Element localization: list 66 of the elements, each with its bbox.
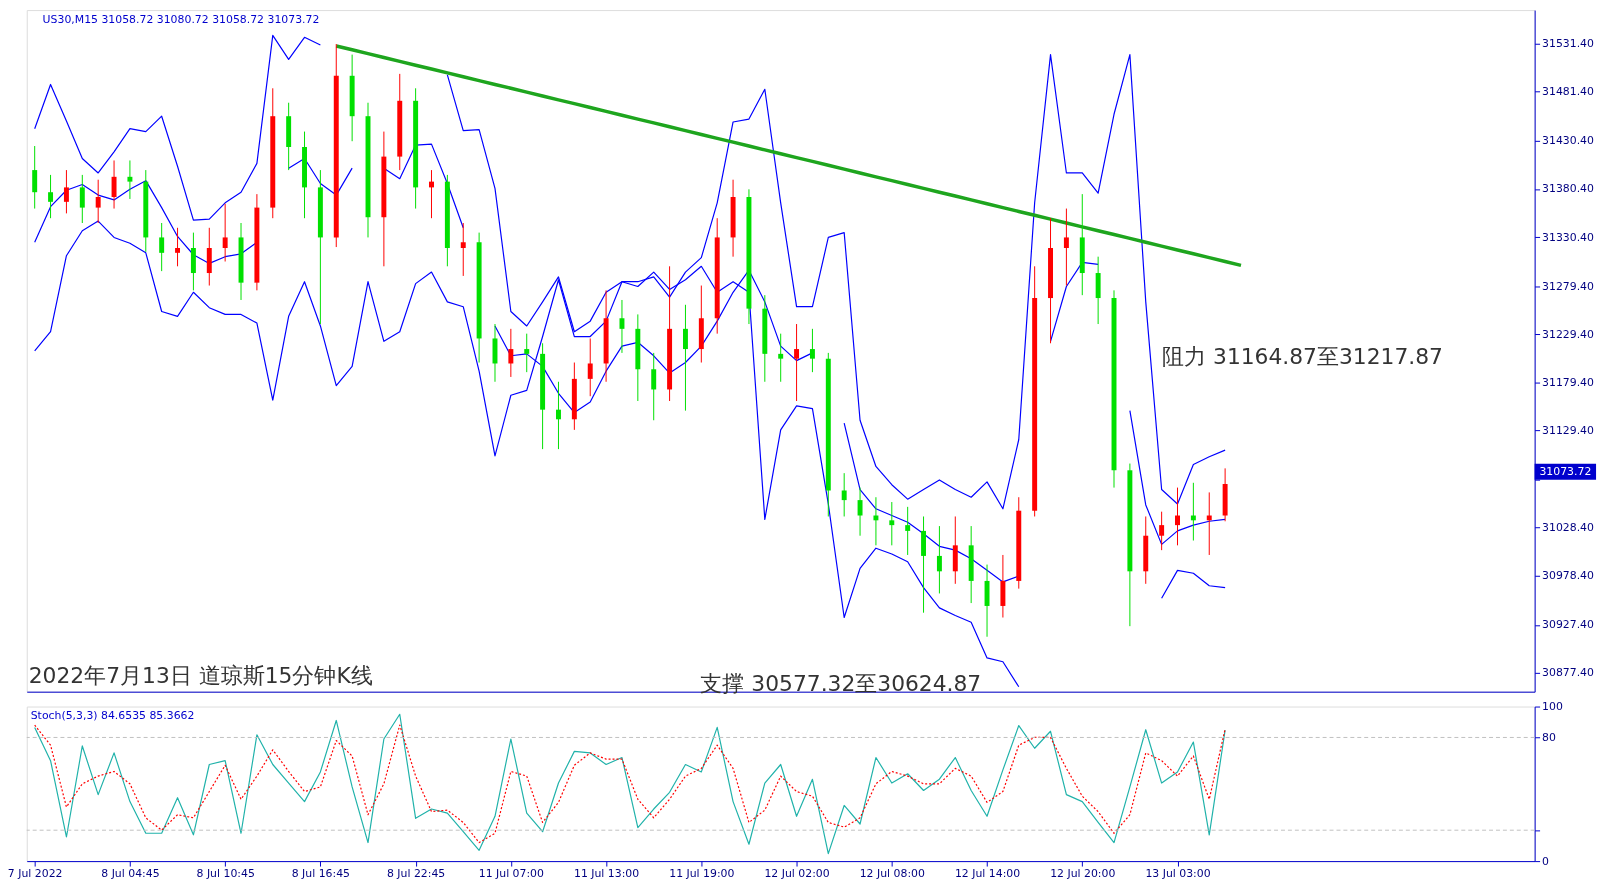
y-tick-label: 31229.40 — [1542, 327, 1595, 341]
candlestick — [175, 227, 181, 267]
x-tick-label: 8 Jul 10:45 — [196, 867, 255, 881]
candlestick — [1175, 487, 1180, 546]
y-tick-label: 100 — [1542, 700, 1563, 714]
y-tick-label: 31380.40 — [1542, 182, 1595, 196]
y-tick-label: 31179.40 — [1542, 375, 1595, 389]
x-tick-label: 8 Jul 04:45 — [101, 867, 160, 881]
candlestick — [587, 337, 593, 397]
x-tick-label: 11 Jul 19:00 — [669, 867, 735, 881]
candlestick — [222, 203, 228, 262]
candlestick — [889, 501, 895, 546]
y-tick-label: 31481.40 — [1542, 85, 1595, 99]
candlestick — [48, 174, 54, 219]
candlestick — [111, 159, 117, 210]
x-tick-label: 12 Jul 20:00 — [1050, 867, 1116, 881]
annotation: 阻力 31164.87至31217.87 — [1162, 343, 1443, 369]
y-tick-label: 30978.40 — [1542, 569, 1595, 583]
x-tick-label: 12 Jul 02:00 — [764, 867, 830, 881]
y-tick-label: 31330.40 — [1542, 230, 1595, 244]
x-tick-label: 13 Jul 03:00 — [1145, 867, 1211, 881]
candlestick — [1063, 208, 1069, 287]
annotation: 支撑 30577.32至30624.87 — [700, 670, 982, 696]
y-tick-label: 30927.40 — [1542, 618, 1595, 632]
y-tick-label: 0 — [1542, 854, 1550, 868]
x-tick-label: 11 Jul 13:00 — [573, 867, 640, 881]
text: 31073.72 — [1539, 464, 1592, 478]
candlestick — [794, 323, 800, 402]
candlestick — [127, 159, 133, 200]
candlestick — [95, 179, 101, 224]
candlestick — [778, 333, 784, 383]
x-tick-label: 12 Jul 08:00 — [859, 867, 925, 881]
candlestick — [905, 506, 911, 556]
x-tick-label: 12 Jul 14:00 — [954, 867, 1021, 881]
candlestick — [619, 299, 625, 354]
candlestick — [682, 304, 688, 412]
candlestick — [159, 222, 165, 272]
candlestick — [651, 352, 657, 421]
candlestick — [508, 328, 514, 378]
x-tick-label: 11 Jul 07:00 — [478, 867, 545, 881]
y-tick-label: 31129.40 — [1542, 423, 1595, 437]
y-tick-label: 31279.40 — [1542, 279, 1595, 293]
candlestick — [936, 525, 942, 594]
y-tick-label: 31531.40 — [1542, 37, 1595, 51]
candlestick — [32, 145, 38, 210]
candlestick — [524, 333, 530, 373]
x-tick-label: 8 Jul 22:45 — [386, 867, 446, 881]
x-tick-label: 7 Jul 2022 — [7, 867, 63, 881]
candlestick — [79, 174, 85, 224]
text: 2022年7月13日 道琼斯15分钟K线 — [28, 662, 373, 688]
candlestick — [1159, 511, 1165, 551]
candlestick — [460, 222, 466, 277]
chart-title: Stoch(5,3,3) 84.6535 85.3662 — [30, 709, 195, 723]
candlestick — [841, 472, 847, 517]
y-tick-label: 80 — [1542, 730, 1556, 744]
candlestick — [556, 381, 561, 450]
y-tick-label: 30877.40 — [1542, 666, 1595, 680]
candlestick — [809, 328, 815, 373]
line-series — [34, 724, 1226, 844]
x-tick-label: 8 Jul 16:45 — [291, 867, 351, 881]
candlestick — [857, 487, 863, 537]
candlestick — [63, 169, 69, 214]
chart-subtitle: US30,M15 31058.72 31080.72 31058.72 31073.72 — [42, 12, 320, 26]
y-tick-label: 31028.40 — [1542, 521, 1595, 535]
line-series — [334, 44, 1243, 268]
y-tick-label: 31430.40 — [1542, 134, 1595, 148]
